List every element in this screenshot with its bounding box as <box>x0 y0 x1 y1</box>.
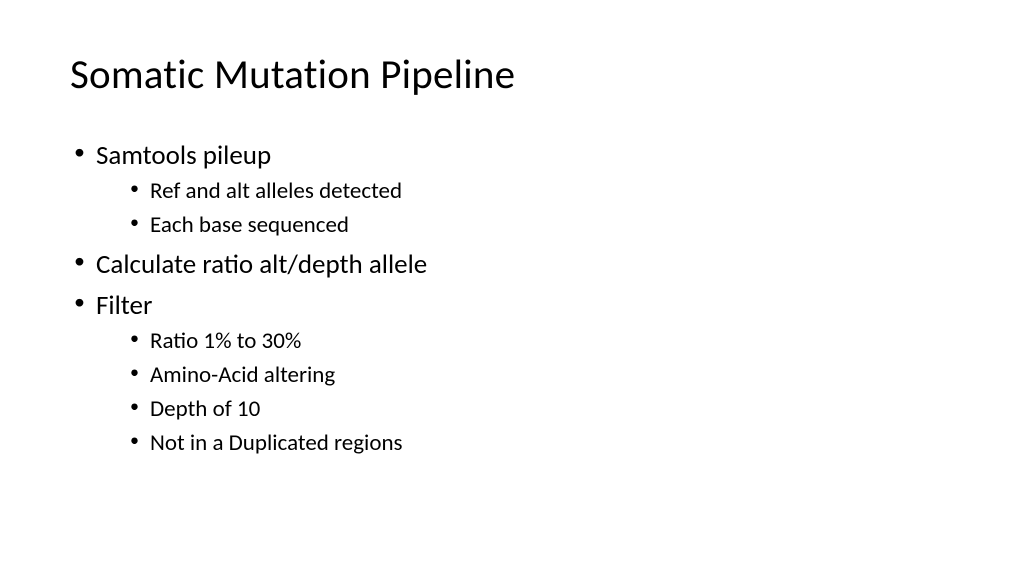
bullet-item: Calculate ratio alt/depth allele <box>70 247 954 282</box>
bullet-subtext: Ratio 1% to 30% <box>150 327 301 355</box>
bullet-item: Samtools pileup Ref and alt alleles dete… <box>70 138 954 241</box>
bullet-item: Filter Ratio 1% to 30% Amino-Acid alteri… <box>70 288 954 459</box>
bullet-subitem: Depth of 10 <box>126 395 954 425</box>
bullet-text: Filter <box>96 289 152 322</box>
bullet-subitem: Ref and alt alleles detected <box>126 177 954 207</box>
slide-title: Somatic Mutation Pipeline <box>70 50 954 100</box>
bullet-subitem: Not in a Duplicated regions <box>126 429 954 459</box>
bullet-subtext: Ref and alt alleles detected <box>150 177 402 205</box>
bullet-text: Calculate ratio alt/depth allele <box>96 248 427 281</box>
bullet-list-level2: Ratio 1% to 30% Amino-Acid altering Dept… <box>96 327 954 459</box>
slide: Somatic Mutation Pipeline Samtools pileu… <box>0 0 1024 576</box>
bullet-list-level2: Ref and alt alleles detected Each base s… <box>96 177 954 241</box>
bullet-subtext: Not in a Duplicated regions <box>150 429 403 457</box>
bullet-subtext: Depth of 10 <box>150 395 260 423</box>
bullet-subitem: Each base sequenced <box>126 211 954 241</box>
bullet-subitem: Ratio 1% to 30% <box>126 327 954 357</box>
bullet-subtext: Amino-Acid altering <box>150 361 335 389</box>
bullet-subtext: Each base sequenced <box>150 211 349 239</box>
bullet-text: Samtools pileup <box>96 139 271 172</box>
bullet-list-level1: Samtools pileup Ref and alt alleles dete… <box>70 138 954 459</box>
bullet-subitem: Amino-Acid altering <box>126 361 954 391</box>
